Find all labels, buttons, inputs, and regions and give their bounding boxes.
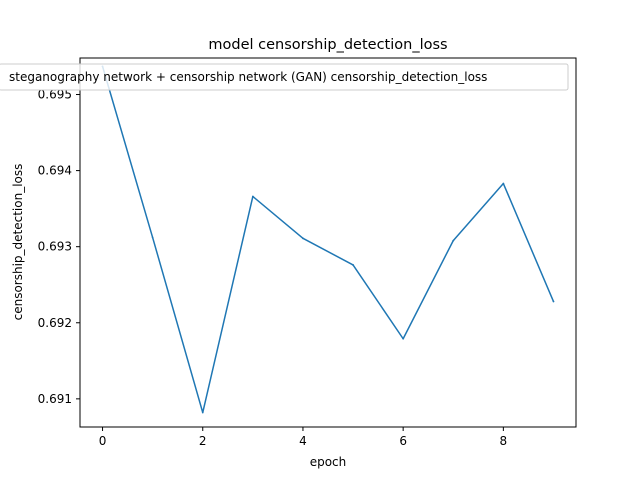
series-point bbox=[201, 411, 204, 414]
x-tick-label: 2 bbox=[199, 434, 207, 448]
series-point bbox=[352, 264, 354, 266]
legend-box bbox=[0, 63, 569, 91]
y-ticks: 0.691 0.692 0.693 0.694 0.695 bbox=[38, 88, 80, 406]
y-tick-label: 0.694 bbox=[38, 164, 72, 178]
x-tick-label: 0 bbox=[99, 434, 107, 448]
x-axis-label: epoch bbox=[310, 455, 347, 469]
y-tick-label: 0.691 bbox=[38, 392, 72, 406]
x-tick-label: 8 bbox=[500, 434, 508, 448]
plot-frame bbox=[79, 57, 577, 428]
y-axis-label: censorship_detection_loss bbox=[11, 164, 25, 321]
series-point bbox=[502, 182, 505, 185]
x-tick-label: 6 bbox=[399, 434, 407, 448]
y-tick-label: 0.695 bbox=[38, 88, 72, 102]
series-point bbox=[452, 239, 455, 242]
series-point bbox=[302, 237, 304, 240]
x-ticks: 0 2 4 6 8 bbox=[99, 427, 507, 448]
series-layer bbox=[101, 65, 555, 414]
legend: steganography network + censorship netwo… bbox=[0, 63, 569, 91]
plot-area: 0 2 4 6 8 0.691 0.692 0.693 0.694 0.695 bbox=[38, 57, 577, 448]
y-tick-label: 0.693 bbox=[38, 240, 72, 254]
chart-title: model censorship_detection_loss bbox=[208, 37, 447, 53]
series-point bbox=[251, 195, 254, 198]
series-point bbox=[402, 337, 405, 340]
y-tick-label: 0.692 bbox=[38, 316, 72, 330]
legend-entry-label: steganography network + censorship netwo… bbox=[9, 70, 487, 84]
series-point bbox=[552, 300, 555, 303]
series-point bbox=[151, 236, 154, 239]
x-tick-label: 4 bbox=[299, 434, 307, 448]
series-line bbox=[101, 65, 555, 414]
